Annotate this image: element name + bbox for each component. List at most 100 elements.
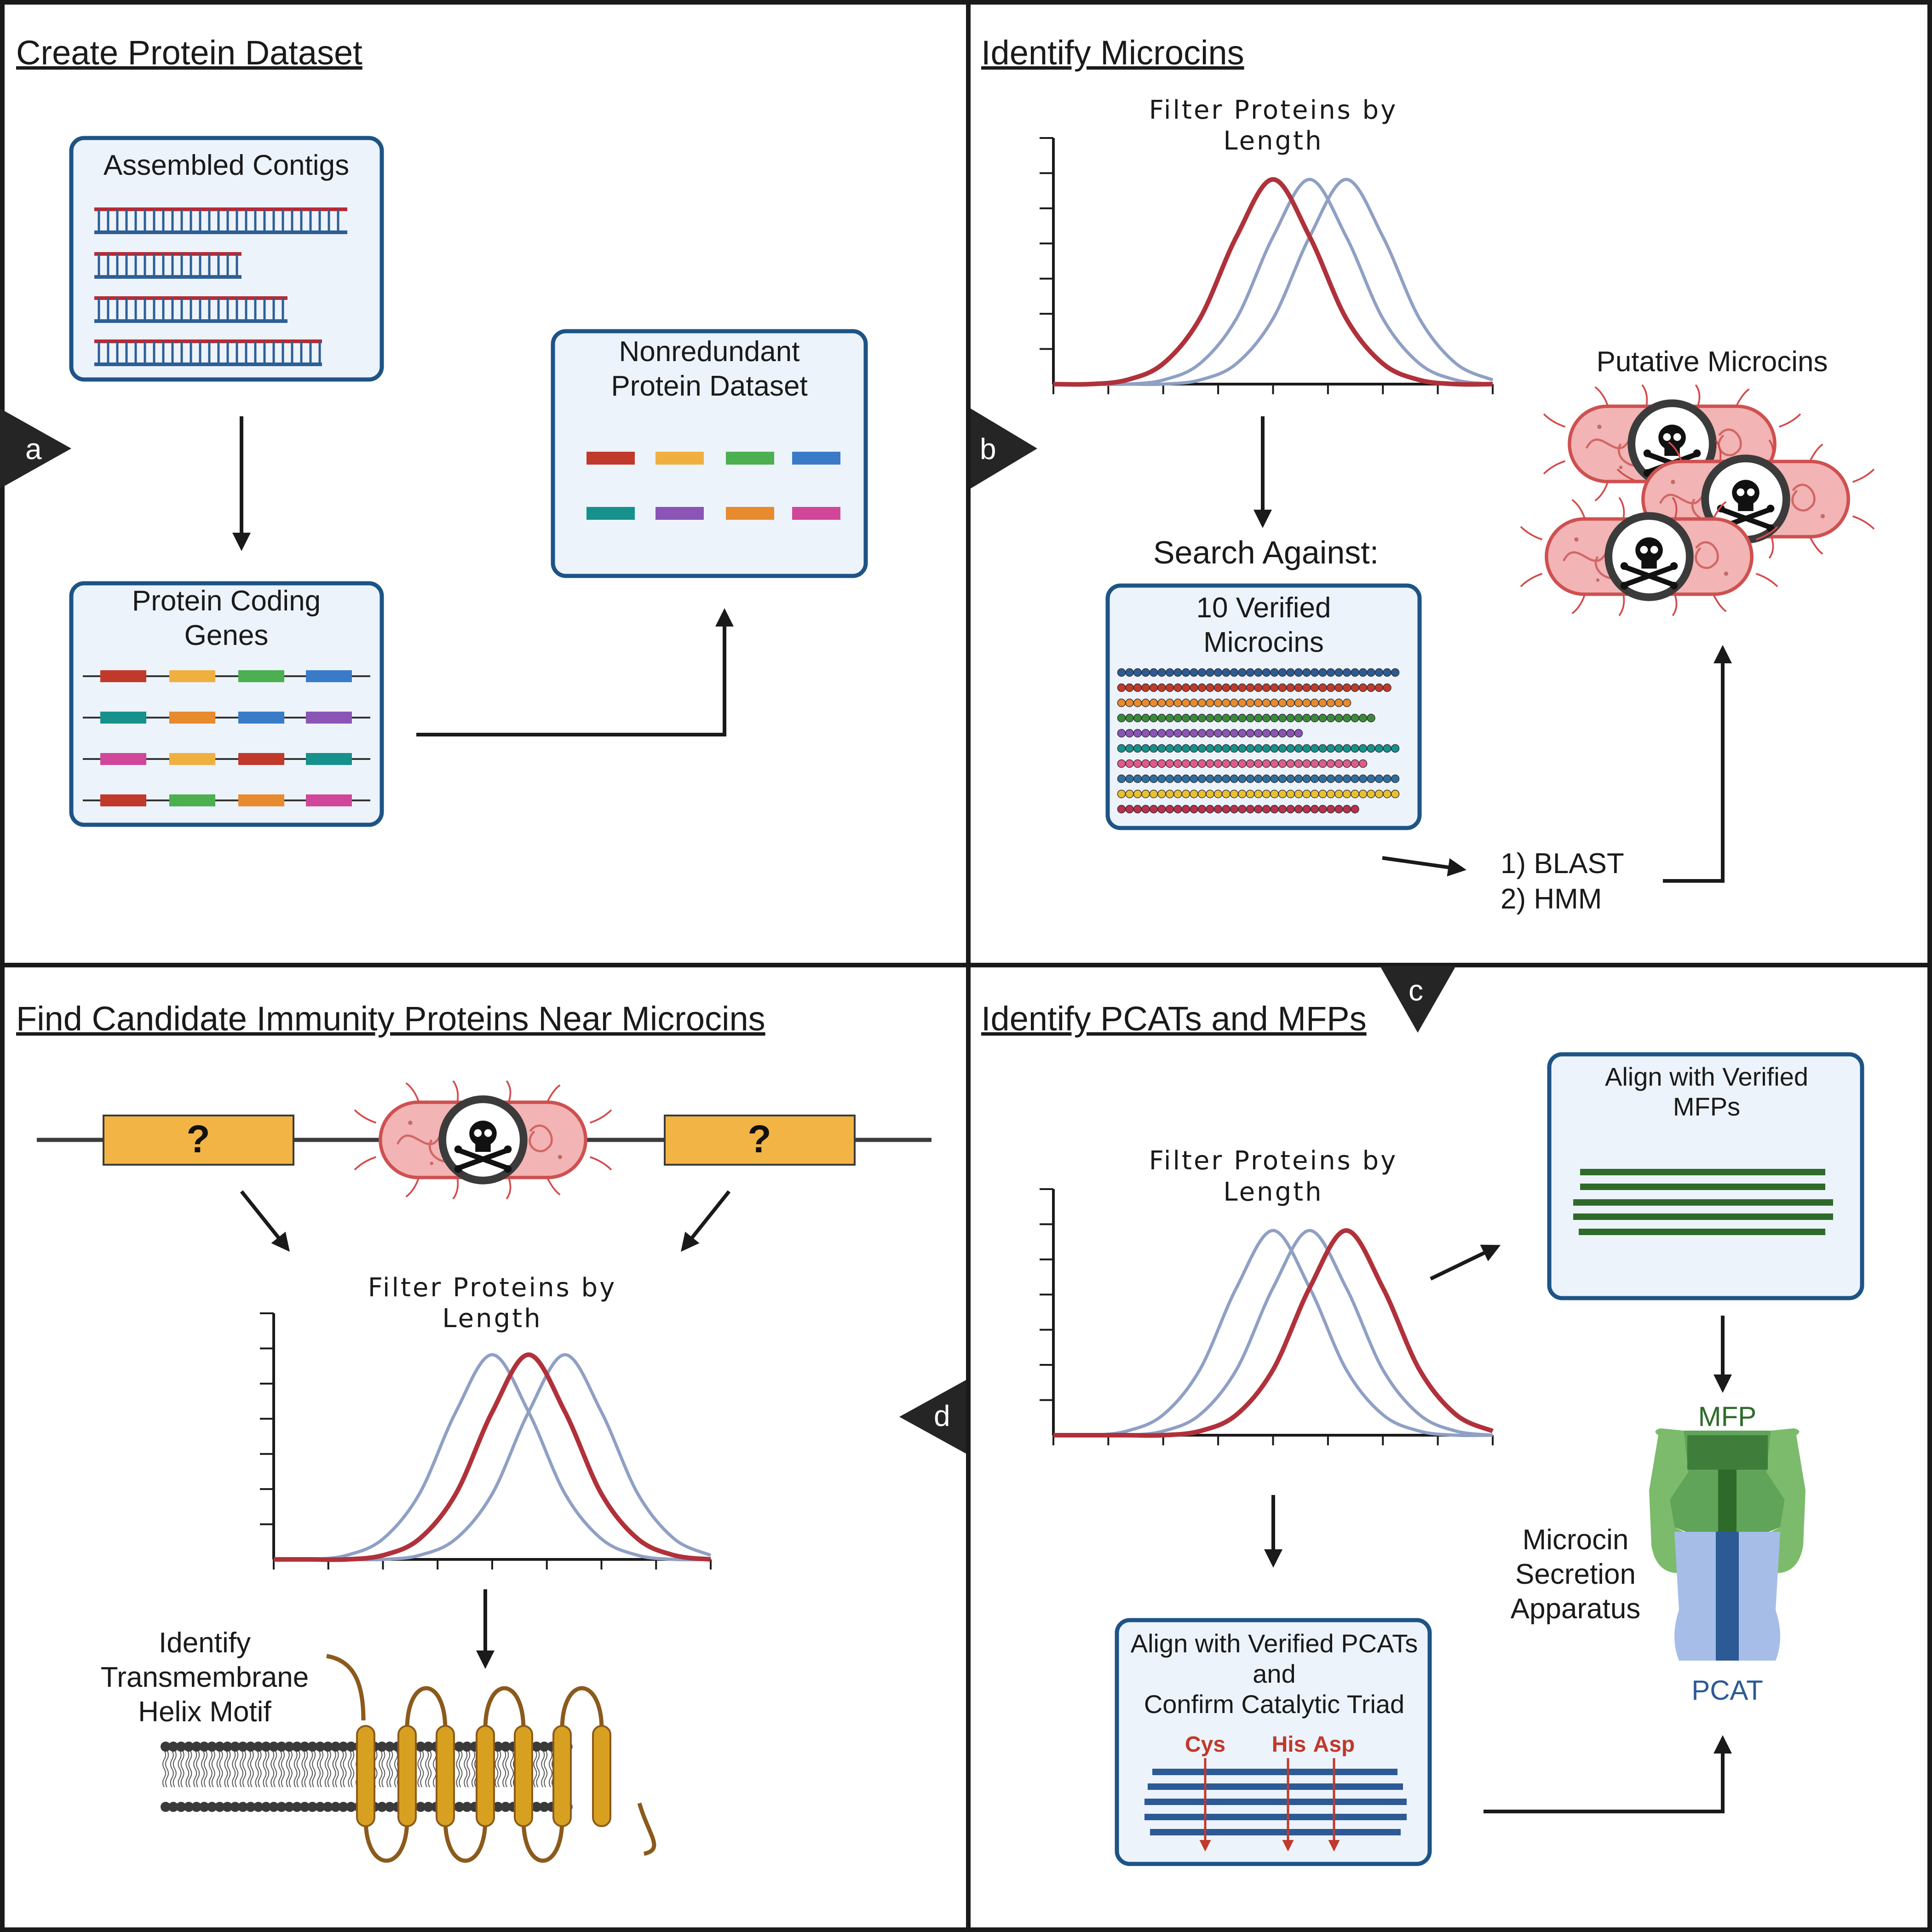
bacterium-icon-group bbox=[1521, 385, 1874, 616]
peptide-bead bbox=[1181, 713, 1190, 723]
peptide-bead bbox=[1206, 789, 1214, 799]
peptide-bead bbox=[1238, 805, 1247, 814]
assembled-contigs-box: Assembled Contigs bbox=[69, 136, 384, 382]
peptide-bead bbox=[1117, 759, 1126, 768]
lipid-head bbox=[238, 1742, 248, 1752]
peptide-bead bbox=[1367, 713, 1375, 723]
peptide-bead bbox=[1141, 759, 1150, 768]
dna-icon bbox=[94, 207, 347, 366]
peptide-bead bbox=[1310, 698, 1319, 707]
peptide-bead bbox=[1310, 744, 1319, 753]
peptide-bead bbox=[1286, 759, 1295, 768]
peptide-bead bbox=[1286, 683, 1295, 692]
pcat-label: PCAT bbox=[1691, 1675, 1763, 1706]
arrow-left-gene-down bbox=[240, 1190, 290, 1252]
peptide-bead bbox=[1141, 744, 1150, 753]
peptide-bead bbox=[1181, 729, 1190, 738]
peptide-bead bbox=[1294, 774, 1303, 783]
peptide-bead bbox=[1310, 668, 1319, 677]
peptide-bead bbox=[1334, 759, 1343, 768]
peptide-bead bbox=[1117, 805, 1126, 814]
peptide-bead bbox=[1318, 683, 1327, 692]
lipid-head bbox=[161, 1802, 171, 1812]
lipid-head bbox=[330, 1742, 341, 1752]
pcat-align-box: Align with Verified PCATs and Confirm Ca… bbox=[1115, 1618, 1432, 1866]
peptide-bead bbox=[1278, 713, 1287, 723]
peptide-bead bbox=[1238, 713, 1247, 723]
peptide-bead bbox=[1206, 744, 1214, 753]
peptide-bead bbox=[1326, 713, 1335, 723]
peptide-bead bbox=[1133, 789, 1142, 799]
peptide-bead bbox=[1141, 698, 1150, 707]
peptide-bead bbox=[1173, 668, 1182, 677]
peptide-bead bbox=[1125, 698, 1134, 707]
peptide-bead bbox=[1270, 759, 1279, 768]
peptide-bead bbox=[1125, 774, 1134, 783]
peptide-bead bbox=[1238, 744, 1247, 753]
lipid-head bbox=[161, 1742, 171, 1752]
lipid-head bbox=[307, 1742, 318, 1752]
search-against-label: Search Against: bbox=[1153, 535, 1379, 570]
highlighted-distribution-curve bbox=[273, 1352, 711, 1562]
lipid-head bbox=[184, 1742, 194, 1752]
panel-letter-d: d bbox=[934, 1399, 950, 1432]
lipid-head bbox=[292, 1742, 302, 1752]
peptide-bead bbox=[1133, 729, 1142, 738]
lipid-head bbox=[322, 1742, 333, 1752]
peptide-bead bbox=[1181, 805, 1190, 814]
peptide-bead bbox=[1270, 729, 1279, 738]
peptide-bead bbox=[1374, 744, 1384, 753]
peptide-bead bbox=[1181, 683, 1190, 692]
panel-a: Create Protein Dataset Assembled Contigs… bbox=[16, 34, 868, 827]
tm-label-line3: Helix Motif bbox=[138, 1696, 271, 1728]
peptide-bead bbox=[1206, 759, 1214, 768]
peptide-bead bbox=[1165, 713, 1174, 723]
peptide-bead bbox=[1230, 713, 1239, 723]
peptide-bead bbox=[1157, 805, 1166, 814]
peptide-bead bbox=[1133, 713, 1142, 723]
arrow-methods-to-putative bbox=[1663, 645, 1732, 883]
helix-loop bbox=[405, 1686, 448, 1730]
peptide-bead bbox=[1310, 789, 1319, 799]
peptide-bead bbox=[1125, 805, 1134, 814]
peptide-bead bbox=[1117, 698, 1126, 707]
peptide-bead bbox=[1213, 683, 1223, 692]
peptide-bead bbox=[1278, 683, 1287, 692]
peptide-bead bbox=[1206, 774, 1214, 783]
bacterium-icon bbox=[355, 1081, 611, 1199]
arrow-filter-to-mfp bbox=[1430, 1244, 1501, 1281]
peptide-bead bbox=[1270, 805, 1279, 814]
peptide-bead bbox=[1206, 698, 1214, 707]
lipid-head bbox=[261, 1802, 271, 1812]
peptide-bead bbox=[1310, 683, 1319, 692]
peptide-bead bbox=[1391, 744, 1400, 753]
peptide-bead bbox=[1173, 698, 1182, 707]
peptide-bead bbox=[1213, 744, 1223, 753]
peptide-bead bbox=[1318, 713, 1327, 723]
peptide-bead bbox=[1310, 805, 1319, 814]
peptide-bead bbox=[1302, 713, 1311, 723]
lipid-head bbox=[176, 1802, 186, 1812]
peptide-bead bbox=[1334, 683, 1343, 692]
peptide-bead bbox=[1334, 668, 1343, 677]
peptide-bead bbox=[1173, 759, 1182, 768]
peptide-bead bbox=[1157, 744, 1166, 753]
lipid-head bbox=[191, 1742, 202, 1752]
dataset-label-line1: Nonredundant bbox=[619, 336, 800, 368]
peptide-bead bbox=[1197, 789, 1207, 799]
apparatus-label-line3: Apparatus bbox=[1511, 1593, 1641, 1625]
peptide-bead bbox=[1302, 698, 1311, 707]
peptide-bead bbox=[1149, 698, 1158, 707]
peptide-bead bbox=[1117, 789, 1126, 799]
chart-c-title-line2: Length bbox=[1223, 1177, 1323, 1207]
peptide-bead bbox=[1238, 774, 1247, 783]
peptide-bead bbox=[1358, 759, 1368, 768]
verified-microcins-box: 10 Verified Microcins bbox=[1105, 583, 1422, 830]
genes-label-line2: Genes bbox=[184, 620, 269, 651]
peptide-bead bbox=[1165, 729, 1174, 738]
arrow-genes-to-dataset bbox=[416, 608, 734, 736]
peptide-bead bbox=[1351, 805, 1359, 814]
peptide-bead bbox=[1149, 774, 1158, 783]
peptide-bead bbox=[1197, 805, 1207, 814]
tm-label-line2: Transmembrane bbox=[101, 1662, 309, 1693]
